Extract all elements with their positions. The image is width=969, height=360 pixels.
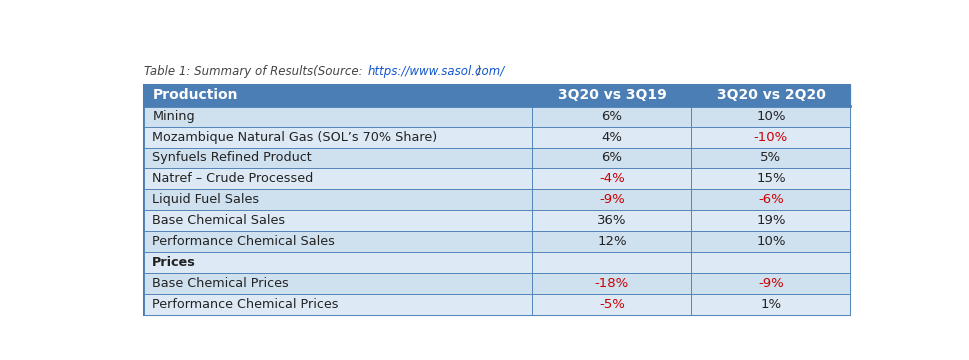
Text: 1%: 1%: [760, 298, 781, 311]
Bar: [143, 148, 532, 168]
Text: 15%: 15%: [756, 172, 785, 185]
Text: -9%: -9%: [758, 277, 783, 290]
Text: Performance Chemical Sales: Performance Chemical Sales: [152, 235, 335, 248]
Text: -9%: -9%: [599, 193, 624, 206]
Text: Synfuels Refined Product: Synfuels Refined Product: [152, 152, 312, 165]
Text: 12%: 12%: [597, 235, 626, 248]
Text: 10%: 10%: [756, 110, 785, 123]
Bar: [691, 189, 850, 210]
Text: Mining: Mining: [152, 110, 195, 123]
Text: Performance Chemical Prices: Performance Chemical Prices: [152, 298, 338, 311]
Bar: [532, 273, 691, 294]
Bar: [532, 148, 691, 168]
Bar: [532, 85, 691, 106]
Text: Base Chemical Prices: Base Chemical Prices: [152, 277, 289, 290]
Text: Prices: Prices: [152, 256, 196, 269]
Text: 19%: 19%: [756, 214, 785, 227]
Bar: [143, 231, 532, 252]
Text: 10%: 10%: [756, 235, 785, 248]
Text: 5%: 5%: [760, 152, 781, 165]
Bar: [143, 294, 532, 315]
Bar: [532, 252, 691, 273]
Text: 4%: 4%: [601, 131, 622, 144]
Bar: [691, 210, 850, 231]
Bar: [143, 85, 532, 106]
Bar: [691, 85, 850, 106]
Bar: [532, 231, 691, 252]
Bar: [532, 127, 691, 148]
Bar: [143, 189, 532, 210]
Bar: [143, 210, 532, 231]
Bar: [143, 273, 532, 294]
Text: 6%: 6%: [601, 110, 622, 123]
Bar: [143, 127, 532, 148]
Bar: [691, 273, 850, 294]
Text: Production: Production: [152, 88, 237, 102]
Text: Base Chemical Sales: Base Chemical Sales: [152, 214, 285, 227]
Bar: [691, 231, 850, 252]
Bar: [691, 168, 850, 189]
Text: -6%: -6%: [758, 193, 783, 206]
Bar: [143, 106, 532, 127]
Text: -5%: -5%: [599, 298, 624, 311]
Text: Mozambique Natural Gas (SOL’s 70% Share): Mozambique Natural Gas (SOL’s 70% Share): [152, 131, 437, 144]
Bar: [532, 210, 691, 231]
Bar: [691, 106, 850, 127]
Bar: [143, 252, 532, 273]
Text: Table 1: Summary of Results(Source:: Table 1: Summary of Results(Source:: [143, 66, 366, 78]
Bar: [532, 106, 691, 127]
Bar: [691, 148, 850, 168]
Bar: [143, 168, 532, 189]
Bar: [691, 127, 850, 148]
Text: 6%: 6%: [601, 152, 622, 165]
Text: -18%: -18%: [594, 277, 629, 290]
Bar: [532, 189, 691, 210]
Bar: [532, 294, 691, 315]
Text: -10%: -10%: [753, 131, 787, 144]
Text: https://www.sasol.com/: https://www.sasol.com/: [367, 66, 505, 78]
Text: 36%: 36%: [597, 214, 626, 227]
Text: 3Q20 vs 3Q19: 3Q20 vs 3Q19: [557, 88, 666, 102]
Text: 3Q20 vs 2Q20: 3Q20 vs 2Q20: [716, 88, 825, 102]
Bar: [532, 168, 691, 189]
Text: Liquid Fuel Sales: Liquid Fuel Sales: [152, 193, 259, 206]
Text: ): ): [477, 66, 481, 78]
Text: Natref – Crude Processed: Natref – Crude Processed: [152, 172, 313, 185]
Bar: [691, 252, 850, 273]
Bar: [691, 294, 850, 315]
Text: -4%: -4%: [599, 172, 624, 185]
